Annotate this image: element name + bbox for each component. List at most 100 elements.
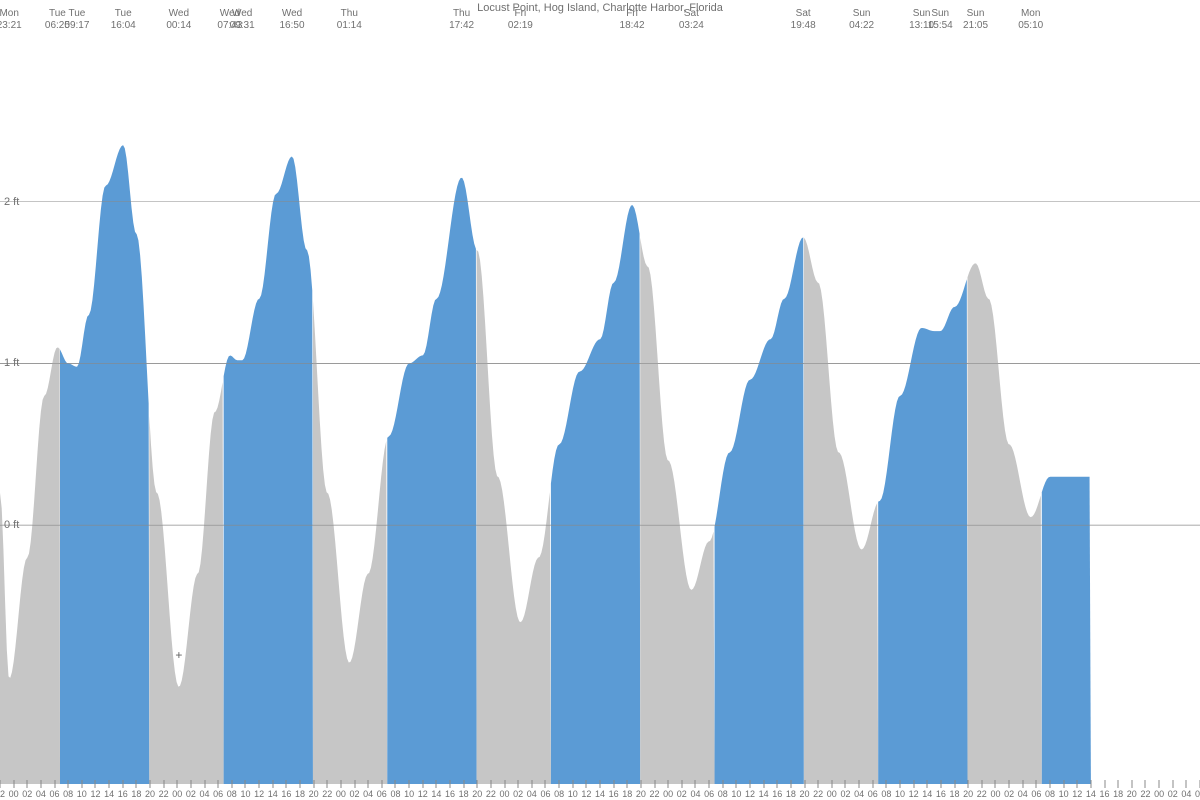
- x-tick-label: 06: [50, 789, 60, 799]
- x-tick-mark: [272, 780, 273, 788]
- x-tick-label: 12: [90, 789, 100, 799]
- tide-chart-container: Locust Point, Hog Island, Charlotte Harb…: [0, 0, 1200, 800]
- x-tick-label: 14: [431, 789, 441, 799]
- x-tick-label: 20: [309, 789, 319, 799]
- x-tick-mark: [722, 780, 723, 788]
- x-tick-mark: [490, 780, 491, 788]
- x-tick-mark: [872, 780, 873, 788]
- x-tick-label: 20: [800, 789, 810, 799]
- x-tick-mark: [586, 780, 587, 788]
- x-tick-label: 00: [1154, 789, 1164, 799]
- x-tick-label: 04: [527, 789, 537, 799]
- x-tick-mark: [763, 780, 764, 788]
- x-tick-label: 00: [9, 789, 19, 799]
- x-tick-mark: [245, 780, 246, 788]
- x-tick-mark: [900, 780, 901, 788]
- x-tick-mark: [654, 780, 655, 788]
- x-tick-label: 16: [609, 789, 619, 799]
- x-tick-label: 16: [1100, 789, 1110, 799]
- x-tick-label: 06: [704, 789, 714, 799]
- x-tick-label: 06: [213, 789, 223, 799]
- x-tick-label: 00: [336, 789, 346, 799]
- x-tick-label: 20: [472, 789, 482, 799]
- x-tick-mark: [286, 780, 287, 788]
- x-tick-mark: [1145, 780, 1146, 788]
- x-tick-mark: [572, 780, 573, 788]
- x-tick-mark: [627, 780, 628, 788]
- y-tick-label: 0 ft: [4, 519, 19, 531]
- x-tick-mark: [1022, 780, 1023, 788]
- x-tick-label: 00: [172, 789, 182, 799]
- x-tick-label: 02: [22, 789, 32, 799]
- x-tick-label: 10: [77, 789, 87, 799]
- x-tick-mark: [368, 780, 369, 788]
- x-tick-mark: [109, 780, 110, 788]
- x-tick-label: 08: [390, 789, 400, 799]
- x-tick-mark: [600, 780, 601, 788]
- x-tick-mark: [136, 780, 137, 788]
- x-tick-mark: [818, 780, 819, 788]
- x-tick-mark: [995, 780, 996, 788]
- x-tick-mark: [95, 780, 96, 788]
- x-tick-label: 02: [1168, 789, 1178, 799]
- y-tick-label: 2 ft: [4, 196, 19, 208]
- x-tick-label: 04: [363, 789, 373, 799]
- x-tick-label: 04: [200, 789, 210, 799]
- x-tick-label: 22: [486, 789, 496, 799]
- x-tick-mark: [1118, 780, 1119, 788]
- x-tick-mark: [777, 780, 778, 788]
- x-tick-mark: [231, 780, 232, 788]
- x-tick-mark: [886, 780, 887, 788]
- tide-area-chart: [0, 0, 1200, 800]
- x-tick-label: 02: [677, 789, 687, 799]
- x-tick-mark: [422, 780, 423, 788]
- x-tick-label: 18: [950, 789, 960, 799]
- x-tick-label: 22: [159, 789, 169, 799]
- x-tick-mark: [381, 780, 382, 788]
- x-tick-label: 20: [1127, 789, 1137, 799]
- x-tick-mark: [327, 780, 328, 788]
- x-tick-label: 14: [268, 789, 278, 799]
- x-tick-mark: [954, 780, 955, 788]
- x-tick-mark: [395, 780, 396, 788]
- x-tick-label: 22: [1140, 789, 1150, 799]
- x-tick-mark: [218, 780, 219, 788]
- x-tick-label: 12: [745, 789, 755, 799]
- x-tick-label: 20: [963, 789, 973, 799]
- x-tick-mark: [668, 780, 669, 788]
- x-tick-label: 14: [759, 789, 769, 799]
- x-tick-label: 04: [1018, 789, 1028, 799]
- x-tick-label: 06: [1195, 789, 1200, 799]
- x-tick-mark: [54, 780, 55, 788]
- x-tick-mark: [913, 780, 914, 788]
- x-tick-mark: [804, 780, 805, 788]
- x-tick-label: 22: [0, 789, 5, 799]
- x-tick-mark: [177, 780, 178, 788]
- x-tick-mark: [640, 780, 641, 788]
- x-tick-mark: [477, 780, 478, 788]
- x-tick-mark: [1104, 780, 1105, 788]
- x-tick-mark: [940, 780, 941, 788]
- x-tick-label: 10: [568, 789, 578, 799]
- x-tick-label: 08: [718, 789, 728, 799]
- x-tick-mark: [1159, 780, 1160, 788]
- x-tick-mark: [313, 780, 314, 788]
- x-tick-mark: [13, 780, 14, 788]
- x-tick-label: 18: [786, 789, 796, 799]
- x-tick-mark: [409, 780, 410, 788]
- x-tick-label: 04: [690, 789, 700, 799]
- x-tick-label: 14: [1086, 789, 1096, 799]
- x-tick-mark: [0, 780, 1, 788]
- marker-plus-icon: +: [175, 648, 182, 662]
- x-tick-mark: [81, 780, 82, 788]
- x-tick-label: 12: [909, 789, 919, 799]
- x-tick-label: 06: [540, 789, 550, 799]
- x-tick-label: 14: [922, 789, 932, 799]
- x-tick-label: 20: [636, 789, 646, 799]
- x-tick-mark: [736, 780, 737, 788]
- x-tick-mark: [613, 780, 614, 788]
- x-tick-label: 10: [240, 789, 250, 799]
- x-tick-mark: [968, 780, 969, 788]
- x-tick-label: 22: [977, 789, 987, 799]
- x-tick-mark: [190, 780, 191, 788]
